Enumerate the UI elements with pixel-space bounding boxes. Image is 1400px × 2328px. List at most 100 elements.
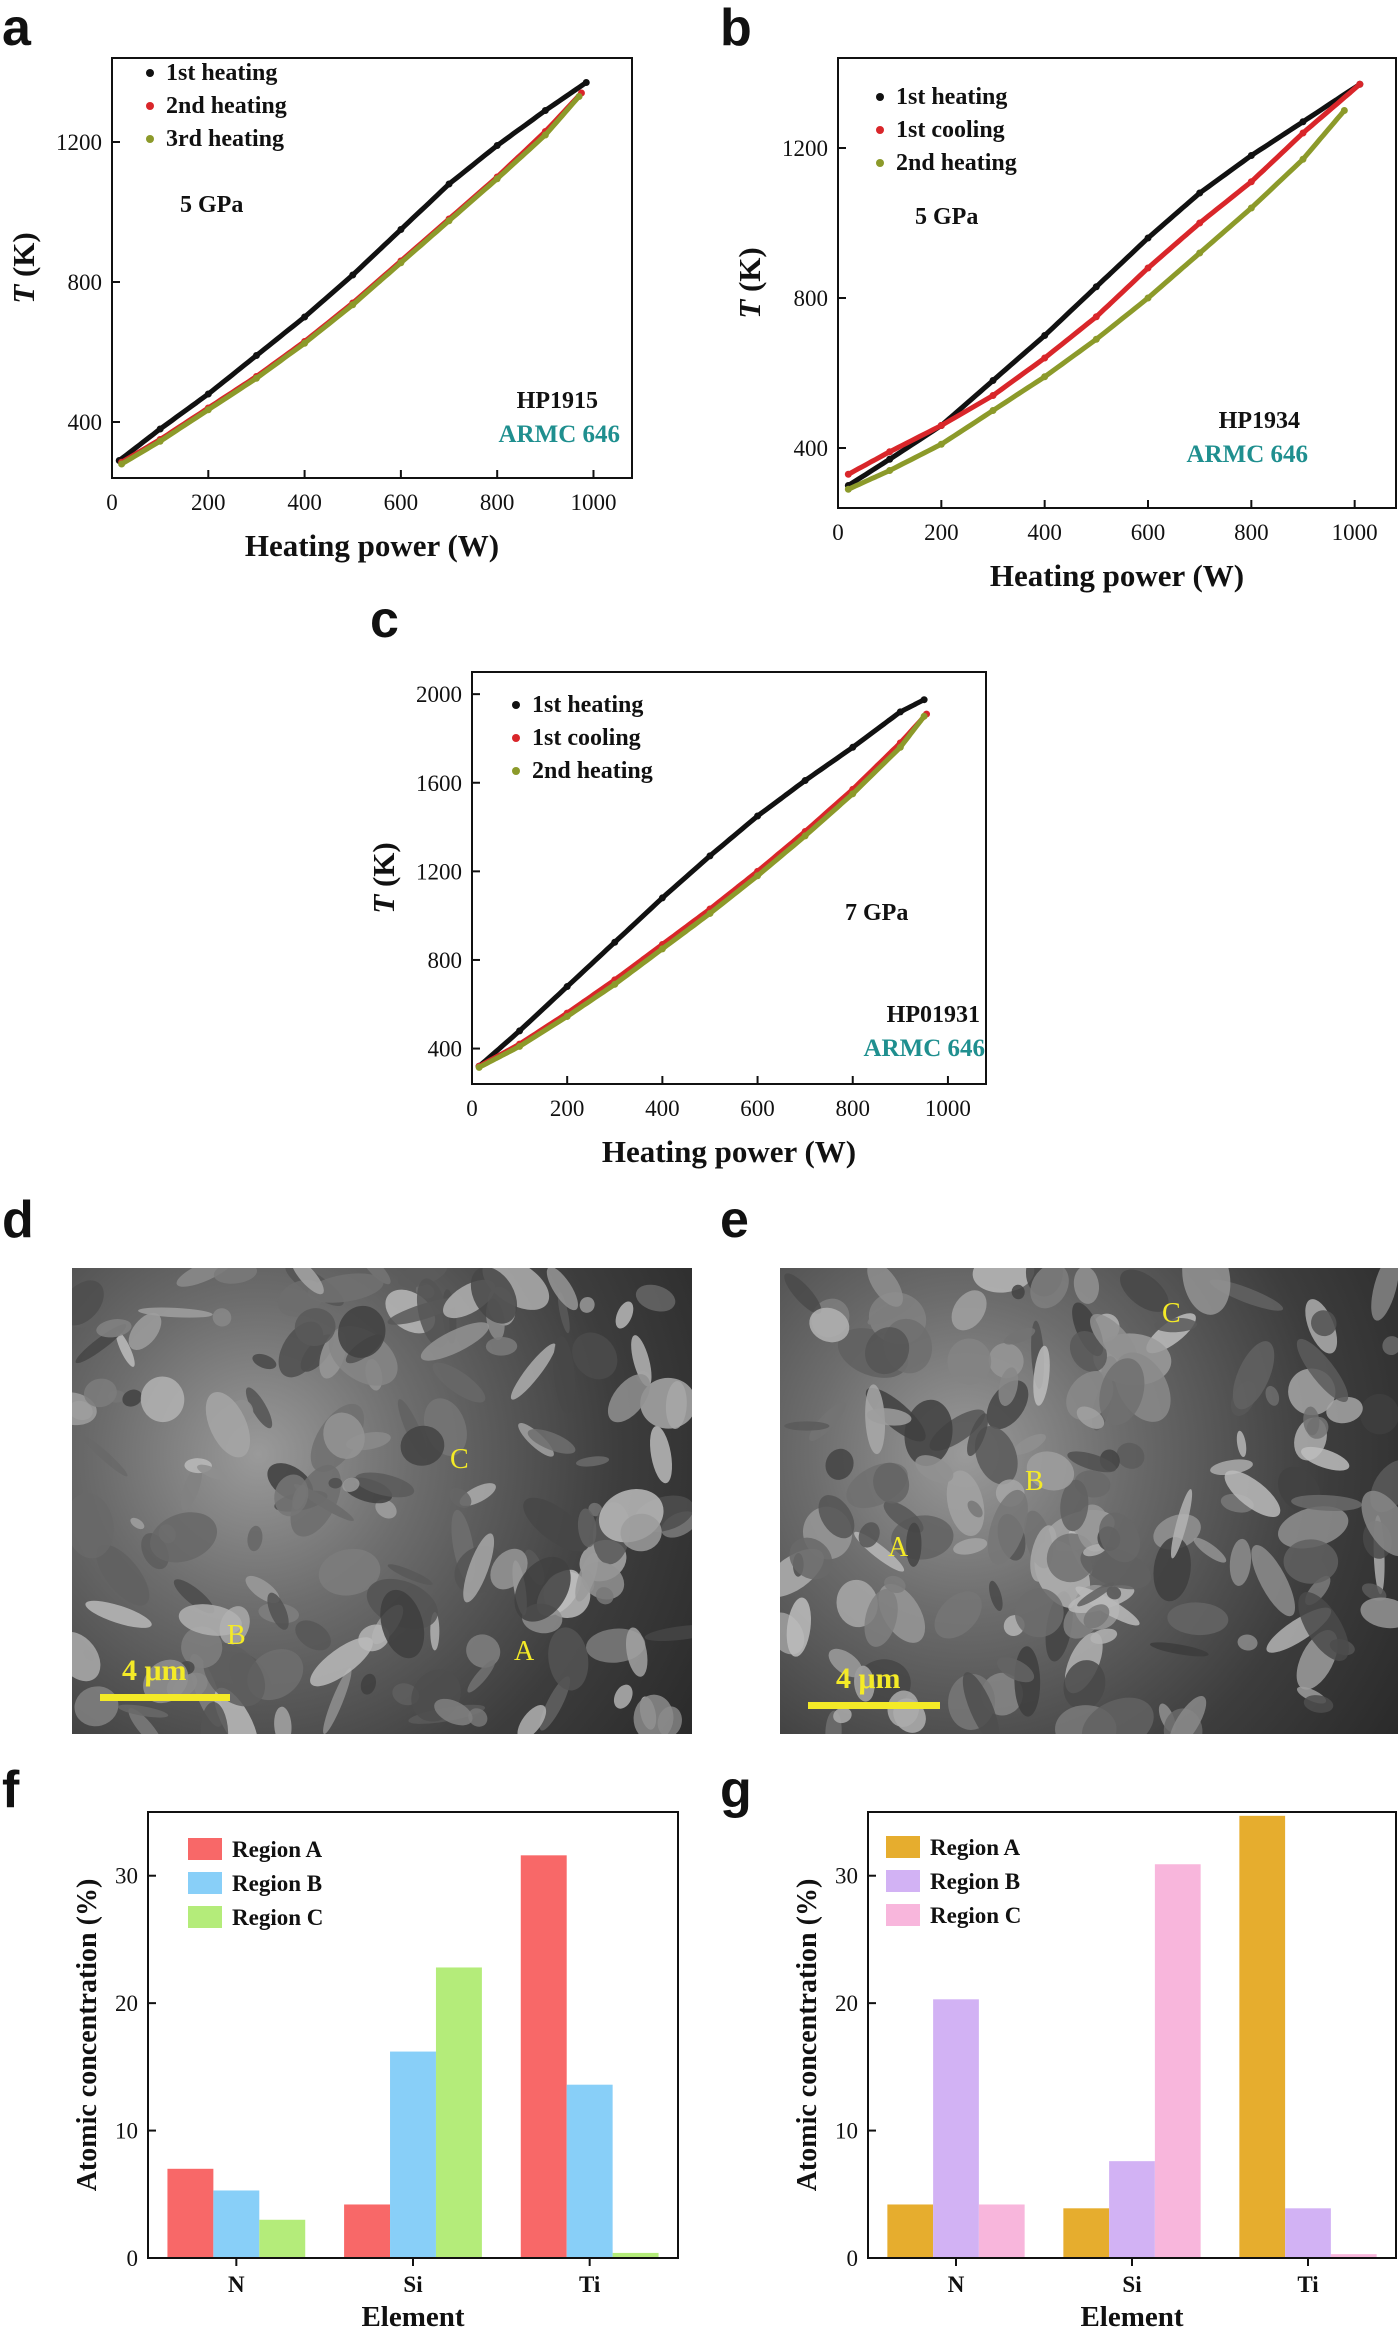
data-point-c-2-6: [754, 872, 762, 880]
bar-g-1-2: [1285, 2208, 1331, 2258]
sem-grain: [72, 1280, 104, 1326]
sem-grain: [200, 1702, 229, 1734]
sem-grain: [143, 1659, 189, 1704]
data-point-a-0-2: [204, 390, 212, 398]
sem-grain: [387, 1564, 433, 1585]
sem-grain: [809, 1401, 846, 1442]
y-tick-label-g-1: 10: [835, 2119, 858, 2144]
data-point-c-0-10: [920, 696, 928, 704]
data-point-b-2-9: [1299, 155, 1307, 163]
sem-grain: [247, 1525, 263, 1552]
category-label-g-2: Ti: [1297, 2272, 1319, 2297]
legend-swatch-f-1: [188, 1872, 222, 1894]
sem-d-scale-label: 4 μm: [122, 1654, 187, 1687]
sem-grain: [828, 1648, 863, 1678]
x-tick-label-a-4: 800: [480, 490, 515, 515]
sem-grain: [294, 1308, 336, 1346]
data-point-c-2-7: [801, 832, 809, 840]
data-point-b-1-5: [1092, 313, 1100, 321]
bar-f-0-2: [520, 1855, 567, 2258]
sem-grain: [953, 1538, 988, 1555]
sem-grain: [181, 1626, 223, 1669]
sem-grain: [625, 1627, 648, 1677]
sem-grain: [267, 1592, 289, 1630]
sem-grain: [650, 1426, 673, 1484]
sem-grain: [380, 1589, 425, 1659]
sem-d-label-b: B: [227, 1620, 246, 1651]
y-tick-label-g-0: 0: [847, 2246, 859, 2271]
legend-swatch-g-0: [886, 1836, 920, 1858]
sem-grain: [1063, 1660, 1106, 1710]
legend-marker-a-2: [146, 135, 154, 143]
sem-grain: [96, 1544, 150, 1606]
plot-a: 0 200 400 600 800 1000 400 800 1200 Heating power…: [6, 57, 633, 563]
sem-grain: [128, 1708, 163, 1734]
sem-grain: [85, 1600, 152, 1628]
data-point-a-0-4: [301, 313, 309, 321]
plot-frame-a: [111, 57, 633, 479]
data-point-a-2-9: [541, 131, 549, 139]
sem-grain: [631, 1335, 652, 1387]
y-tick-label-c-3: 1600: [416, 771, 462, 796]
sem-e-label-a: A: [888, 1532, 909, 1563]
sem-grain: [400, 1425, 445, 1466]
sem-grain: [1013, 1433, 1046, 1455]
sem-grain: [1210, 1459, 1253, 1476]
sem-grain: [998, 1367, 1019, 1406]
sem-grain: [972, 1268, 1035, 1293]
sem-grain: [1361, 1490, 1398, 1557]
y-tick-label-f-0: 0: [127, 2246, 139, 2271]
sem-grain: [548, 1627, 589, 1691]
data-point-a-2-7: [445, 217, 453, 225]
sem-grain: [1193, 1537, 1227, 1563]
data-point-b-0-1: [886, 455, 894, 463]
x-axis-label-f: Element: [361, 2301, 464, 2328]
data-point-a-0-7: [445, 180, 453, 188]
panel-label-g: g: [720, 1761, 752, 1819]
sem-grain: [1026, 1451, 1075, 1491]
sem-grain: [398, 1268, 448, 1288]
sem-grain: [967, 1500, 983, 1518]
sem-grain: [1359, 1393, 1398, 1435]
legend-label-c-0: 1st heating: [532, 692, 643, 718]
data-point-a-0-1: [156, 425, 164, 433]
sem-grain: [575, 1456, 610, 1467]
y-tick-label-b-1: 800: [794, 286, 829, 311]
sem-grain: [946, 1470, 985, 1537]
pressure-annotation-b: 5 GPa: [915, 204, 978, 230]
legend-label-c-2: 2nd heating: [532, 758, 653, 784]
legend-marker-b-2: [876, 159, 884, 167]
sem-grain: [1077, 1582, 1115, 1607]
data-point-b-0-5: [1092, 283, 1100, 291]
sem-grain: [115, 1331, 135, 1367]
sem-grain: [360, 1673, 377, 1695]
data-point-b-2-2: [937, 440, 945, 448]
sem-grain: [1170, 1489, 1193, 1559]
y-tick-label-g-3: 30: [835, 1864, 858, 1889]
x-tick-label-b-0: 0: [832, 520, 844, 545]
sem-grain: [996, 1657, 1035, 1683]
sem-grain: [1303, 1695, 1334, 1713]
sem-grain: [1361, 1583, 1387, 1601]
y-tick-label-f-3: 30: [115, 1864, 138, 1889]
sem-grain: [1360, 1597, 1398, 1629]
x-tick-label-a-0: 0: [106, 490, 118, 515]
x-tick-label-c-3: 600: [740, 1096, 775, 1121]
sem-grain: [867, 1297, 916, 1325]
sem-grain: [1326, 1396, 1363, 1424]
sem-grain: [1251, 1545, 1296, 1617]
data-point-a-0-5: [349, 271, 357, 279]
y-axis-label-c: T (K): [366, 842, 401, 913]
sem-grain: [467, 1659, 496, 1693]
data-point-c-0-5: [706, 852, 714, 860]
legend-marker-a-1: [146, 102, 154, 110]
legend-marker-b-0: [876, 93, 884, 101]
bar-f-1-1: [390, 2051, 436, 2258]
bar-g-0-1: [1063, 2208, 1110, 2258]
bar-g-0-0: [887, 2204, 934, 2258]
sem-grain: [620, 1513, 662, 1552]
sem-grain: [342, 1477, 360, 1492]
sem-grain: [809, 1307, 850, 1343]
x-tick-label-a-3: 600: [384, 490, 419, 515]
